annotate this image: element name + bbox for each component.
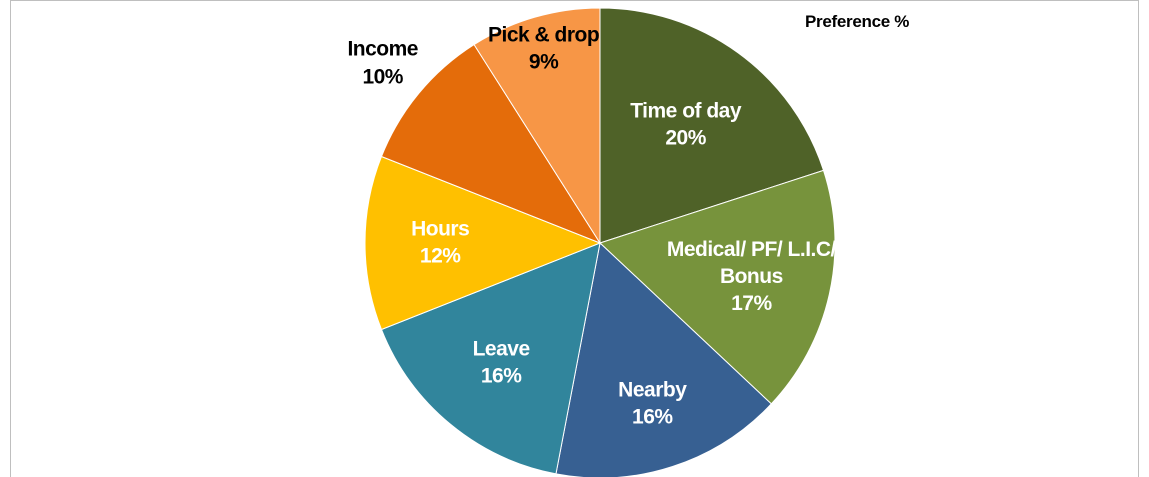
pie-slice [599, 169, 836, 405]
pie-slice [380, 242, 601, 475]
pie-slice [599, 7, 825, 244]
slice-label: Nearby 16% [582, 377, 722, 432]
pie-slice [364, 155, 602, 331]
slice-label: Pick & drop 9% [464, 22, 624, 77]
pie-slice [473, 7, 601, 245]
frame [10, 0, 1139, 477]
value-label: 16% [480, 364, 522, 388]
slice-label: Leave 16% [431, 335, 571, 390]
slice-label: Time of day 20% [586, 98, 786, 153]
category-label: Income [347, 37, 418, 61]
value-label: 10% [362, 65, 403, 89]
pie-slice [380, 43, 602, 245]
slice-label: Medical/ PF/ L.I.C/ Bonus 17% [664, 236, 839, 318]
category-label: Leave [472, 337, 531, 361]
value-label: 20% [665, 127, 706, 151]
chart-title: Preference % [805, 12, 910, 31]
category-label: Nearby [618, 378, 687, 402]
category-label: Pick & drop [488, 23, 600, 47]
slice-label: Hours 12% [370, 216, 510, 271]
slice-label: Income 10% [313, 36, 453, 91]
category-label: Medical/ PF/ L.I.C/ Bonus [666, 237, 837, 289]
value-label: 9% [528, 50, 559, 74]
value-label: 16% [632, 405, 673, 429]
category-label: Time of day [630, 99, 742, 123]
value-label: 17% [731, 292, 772, 316]
category-label: Hours [411, 217, 470, 241]
value-label: 12% [419, 245, 461, 268]
